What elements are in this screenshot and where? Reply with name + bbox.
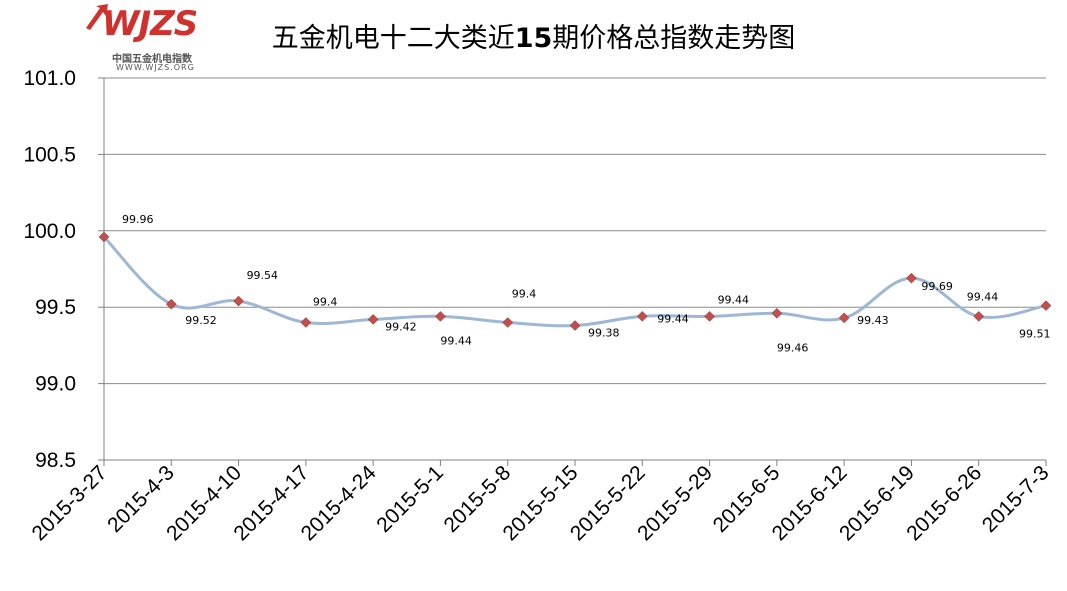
y-tick-label: 99.5 [35,296,76,319]
data-point [569,320,581,331]
data-label: 99.54 [247,269,278,282]
data-label: 99.51 [1019,328,1051,341]
data-point [367,314,379,325]
data-label: 99.69 [921,280,953,293]
logo-word: WJZS [102,4,198,44]
chart-title-number: 15 [514,23,553,54]
y-tick-label: 98.5 [35,449,76,472]
data-point [300,317,312,328]
data-label: 99.44 [967,290,999,303]
x-tick-label: 2015-3-27 [28,461,112,545]
logo-url: WWW.WJZS.ORG [116,63,195,72]
data-point [435,311,446,322]
data-point [838,312,850,324]
chart-title-suffix: 期价格总指数走势图 [552,23,796,54]
y-tick-label: 100.5 [23,143,76,166]
data-point [906,272,917,284]
data-label: 99.52 [185,314,217,327]
logo: WJZS 中国五金机电指数 WWW.WJZS.ORG [82,2,212,76]
data-label: 99.4 [313,295,338,308]
data-label: 99.96 [122,213,154,226]
y-tick-label: 101.0 [23,67,76,90]
data-point [973,311,985,322]
logo-subtitle: 中国五金机电指数 [112,54,192,65]
y-tick-label: 100.0 [23,220,76,243]
data-label: 99.44 [718,293,750,306]
data-point [165,298,177,310]
data-label: 99.46 [777,341,809,354]
data-point [704,311,715,322]
chart-title: 五金机电十二大类近15期价格总指数走势图 [0,16,1067,55]
data-label: 99.44 [440,334,472,347]
x-tick-label: 2015-7-3 [978,461,1054,537]
data-point [502,317,514,328]
y-tick-label: 99.0 [35,373,76,396]
data-point [771,307,783,319]
data-point [1040,300,1052,312]
data-point [233,295,244,307]
data-label: 99.44 [657,312,689,325]
data-label: 99.38 [588,327,620,340]
data-label: 99.43 [857,314,889,327]
x-tick-label: 2015-5-1 [372,461,448,537]
chart-title-prefix: 五金机电十二大类近 [271,23,515,54]
data-label: 99.42 [385,320,417,333]
data-label: 99.4 [512,287,537,300]
series-line [102,235,1047,328]
logo-arrow-icon [86,4,108,30]
data-point [636,311,648,322]
data-point [98,231,110,243]
